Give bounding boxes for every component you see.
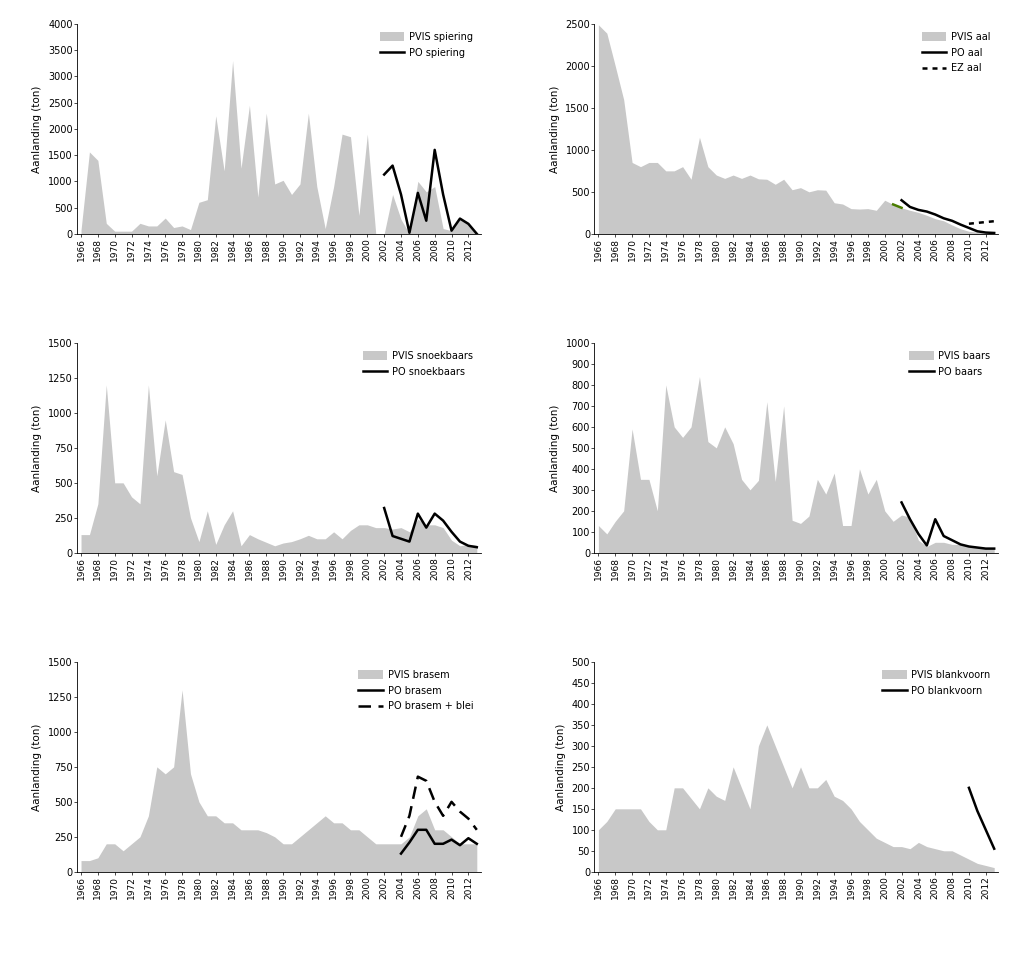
- Legend: PVIS baars, PO baars: PVIS baars, PO baars: [906, 348, 993, 379]
- Y-axis label: Aanlanding (ton): Aanlanding (ton): [33, 85, 42, 172]
- Legend: PVIS aal, PO aal, EZ aal: PVIS aal, PO aal, EZ aal: [919, 29, 993, 77]
- Y-axis label: Aanlanding (ton): Aanlanding (ton): [33, 723, 42, 810]
- Y-axis label: Aanlanding (ton): Aanlanding (ton): [550, 404, 560, 491]
- Legend: PVIS snoekbaars, PO snoekbaars: PVIS snoekbaars, PO snoekbaars: [360, 348, 476, 379]
- Y-axis label: Aanlanding (ton): Aanlanding (ton): [556, 723, 566, 810]
- Legend: PVIS blankvoorn, PO blankvoorn: PVIS blankvoorn, PO blankvoorn: [880, 667, 993, 698]
- Legend: PVIS brasem, PO brasem, PO brasem + blei: PVIS brasem, PO brasem, PO brasem + blei: [355, 667, 476, 715]
- Y-axis label: Aanlanding (ton): Aanlanding (ton): [550, 85, 560, 172]
- Y-axis label: Aanlanding (ton): Aanlanding (ton): [33, 404, 42, 491]
- Legend: PVIS spiering, PO spiering: PVIS spiering, PO spiering: [377, 29, 476, 60]
